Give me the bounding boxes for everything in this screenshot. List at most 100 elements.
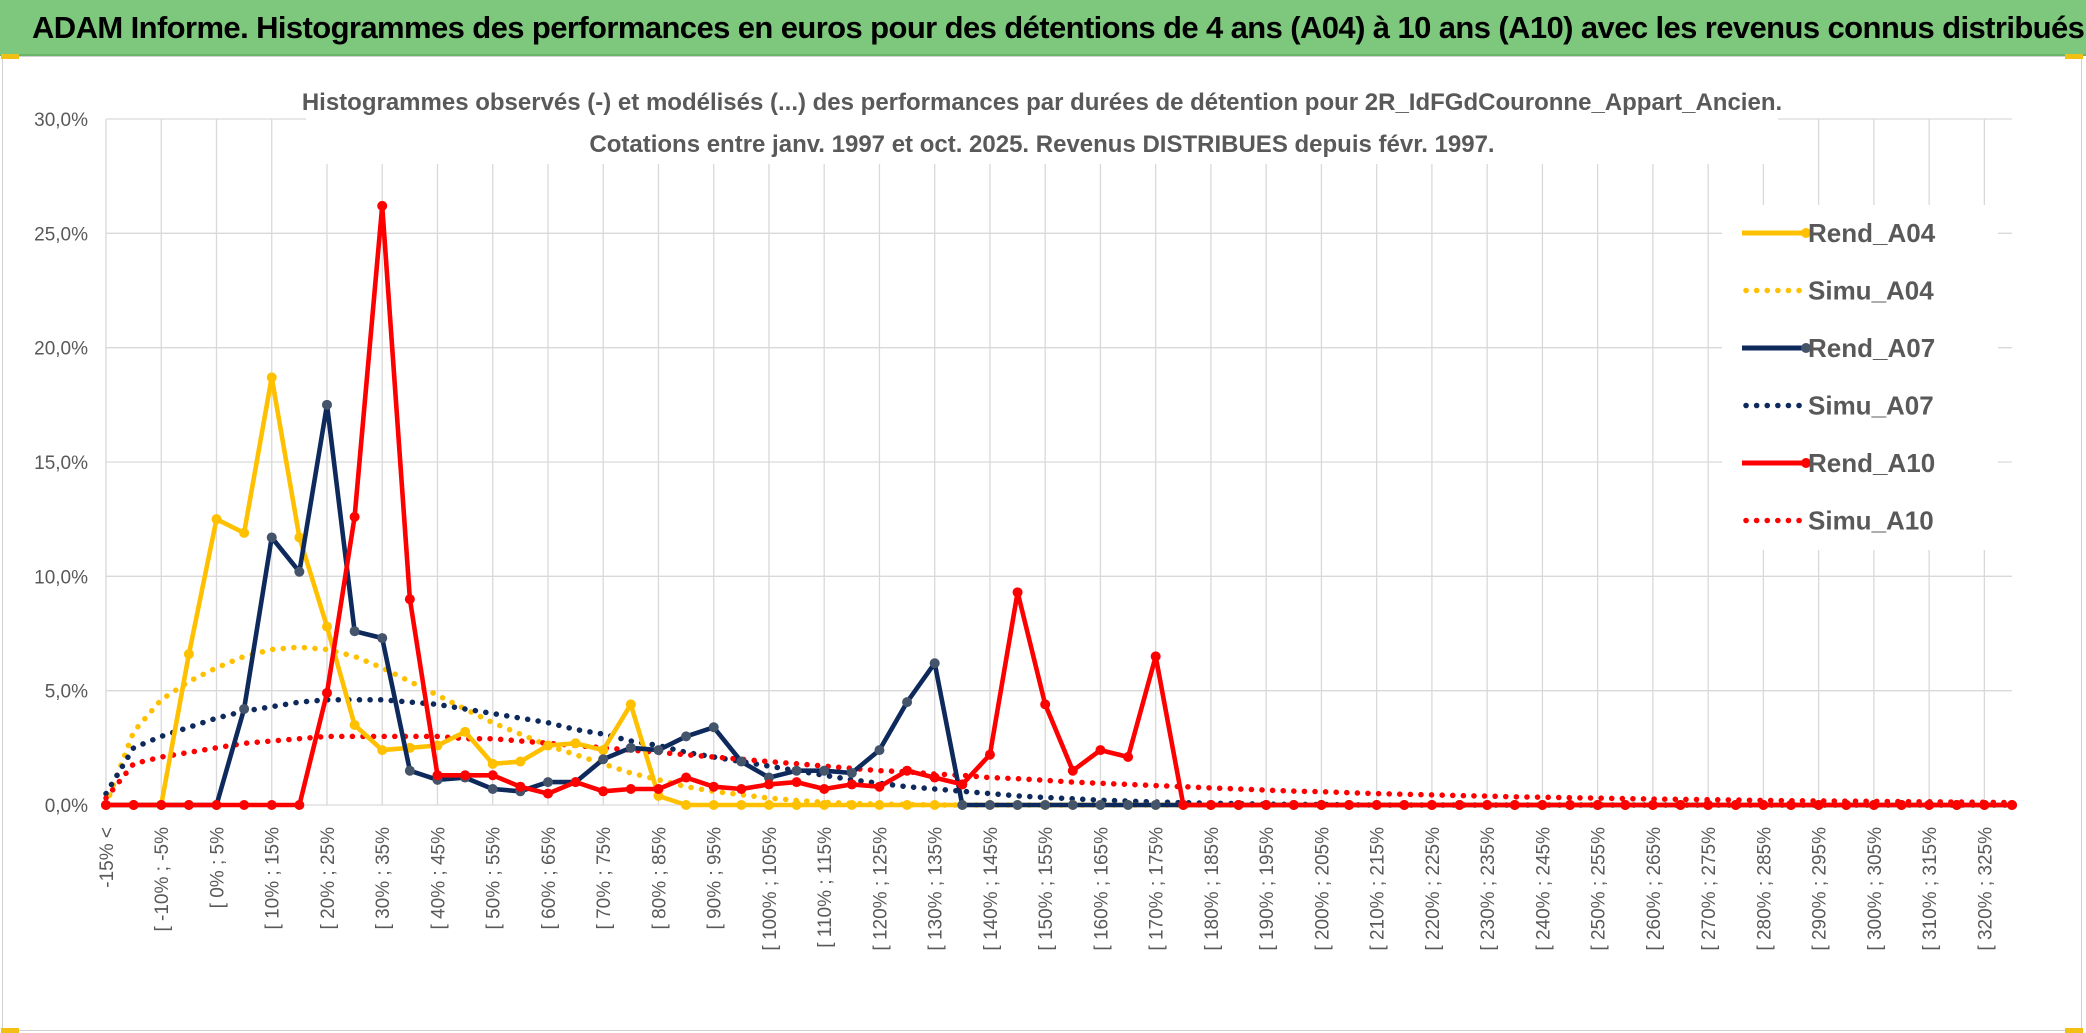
data-point <box>1675 800 1686 810</box>
x-tick-label: [ 190% ; 195% <box>1257 827 1278 951</box>
y-tick-label: 10,0% <box>34 567 88 588</box>
report-header: ADAM Informe. Histogrammes des performan… <box>0 0 2086 56</box>
data-point <box>902 800 913 810</box>
legend-item-rend-a07: Rend_A07 <box>1742 333 1935 363</box>
data-point <box>432 770 443 781</box>
legend-marker <box>1801 343 1811 353</box>
frame-corner-handle <box>1 1028 19 1033</box>
x-tick-label: [ 200% ; 205% <box>1312 827 1333 951</box>
frame-corner-handle <box>2065 54 2083 59</box>
data-point <box>1426 800 1437 810</box>
x-tick-label: -15% < <box>97 827 118 888</box>
report-title: ADAM Informe. Histogrammes des performan… <box>32 10 2085 45</box>
data-point <box>266 372 277 383</box>
series-line-simu-a10 <box>103 733 2015 806</box>
x-axis-tick-labels: -15% < [ -10% ; -5% [ 0% ; 5% [ 10% ; 15% [ … <box>97 827 1996 951</box>
data-point <box>294 566 305 577</box>
data-point <box>460 726 471 737</box>
data-point <box>1012 587 1023 598</box>
series-simu-a10 <box>103 733 2015 806</box>
data-point <box>874 745 885 756</box>
x-tick-label: [ 270% ; 275% <box>1699 827 1720 951</box>
data-point <box>183 649 194 660</box>
data-point <box>321 399 332 410</box>
y-tick-label: 0,0% <box>45 796 88 817</box>
frame-corner-handle <box>2065 1028 2083 1033</box>
data-point <box>681 731 692 742</box>
data-point <box>183 800 194 810</box>
x-tick-label: [ 10% ; 15% <box>263 827 284 930</box>
data-point <box>487 770 498 781</box>
data-point <box>460 770 471 781</box>
data-point <box>708 781 719 792</box>
x-tick-label: [ 290% ; 295% <box>1810 827 1831 951</box>
data-point <box>1786 800 1797 810</box>
data-point <box>542 740 553 751</box>
data-point <box>321 687 332 698</box>
data-point <box>404 594 415 605</box>
x-tick-label: [ 140% ; 145% <box>981 827 1002 951</box>
data-point <box>266 800 277 810</box>
data-point <box>515 781 526 792</box>
data-point <box>487 783 498 794</box>
data-point <box>1592 800 1603 810</box>
x-tick-label: [ 70% ; 75% <box>594 827 615 930</box>
data-point <box>321 621 332 632</box>
data-point <box>1288 800 1299 810</box>
frame-corner-handle <box>1 54 19 59</box>
data-point <box>653 790 664 801</box>
data-point <box>1150 800 1161 810</box>
data-point <box>1178 800 1189 810</box>
data-point <box>1261 800 1272 810</box>
x-tick-label: [ 230% ; 235% <box>1478 827 1499 951</box>
data-point <box>1095 745 1106 756</box>
series-rend-a10 <box>101 200 2017 810</box>
data-point <box>1620 800 1631 810</box>
data-point <box>984 800 995 810</box>
legend-label: Simu_A10 <box>1808 506 1934 536</box>
data-point <box>598 745 609 756</box>
data-point <box>377 200 388 211</box>
legend-marker <box>1801 458 1811 468</box>
chart-subtitle: Cotations entre janv. 1997 et oct. 2025.… <box>589 131 1494 158</box>
data-point <box>1758 800 1769 810</box>
data-point <box>1123 800 1134 810</box>
data-point <box>377 633 388 644</box>
x-tick-label: [ 110% ; 115% <box>815 827 836 948</box>
data-point <box>874 800 885 810</box>
data-point <box>1703 800 1714 810</box>
series-line-simu-a07 <box>103 697 2015 808</box>
data-point <box>1979 800 1990 810</box>
x-tick-label: [ 90% ; 95% <box>705 827 726 930</box>
x-tick-label: [ 180% ; 185% <box>1202 827 1223 951</box>
y-axis-tick-labels: 0,0% 5,0% 10,0% 15,0% 20,0% 25,0% 30,0% <box>34 110 88 817</box>
x-tick-label: [ 80% ; 85% <box>649 827 670 930</box>
data-point <box>598 754 609 765</box>
x-tick-label: [ 40% ; 45% <box>428 827 449 930</box>
x-tick-label: [ 50% ; 55% <box>484 827 505 930</box>
y-tick-label: 20,0% <box>34 339 88 360</box>
data-point <box>763 800 774 810</box>
data-point <box>1868 800 1879 810</box>
data-point <box>625 699 636 710</box>
data-point <box>1150 651 1161 662</box>
data-point <box>487 758 498 769</box>
x-tick-label: [ 260% ; 265% <box>1644 827 1665 951</box>
data-point <box>681 800 692 810</box>
data-point <box>1565 800 1576 810</box>
legend-background <box>1722 205 1998 550</box>
data-point <box>1951 800 1962 810</box>
data-point <box>404 765 415 776</box>
data-point <box>1647 800 1658 810</box>
data-point <box>1399 800 1410 810</box>
x-tick-label: [ 300% ; 305% <box>1865 827 1886 951</box>
data-point <box>1537 800 1548 810</box>
data-point <box>128 800 139 810</box>
data-point <box>542 777 553 788</box>
data-point <box>211 514 222 525</box>
data-point <box>763 779 774 790</box>
data-point <box>239 527 250 538</box>
data-point <box>929 772 940 783</box>
data-point <box>1233 800 1244 810</box>
data-point <box>1040 699 1051 710</box>
